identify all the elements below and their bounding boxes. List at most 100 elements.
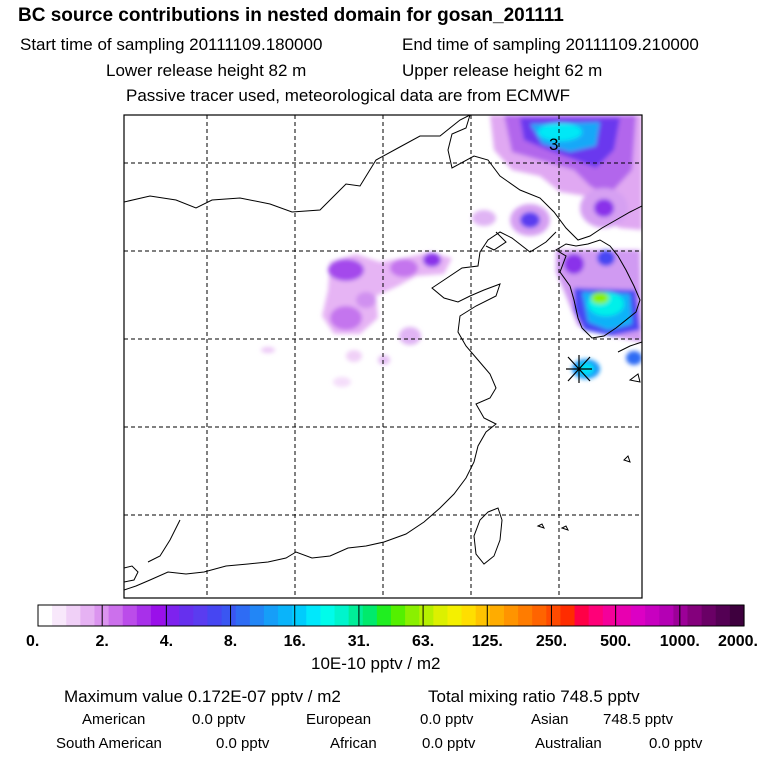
inland-border	[147, 519, 181, 563]
colorbar-cell	[362, 605, 378, 626]
island-1	[628, 373, 641, 383]
blob-china-9	[333, 377, 351, 387]
colorbar-cell	[334, 605, 350, 626]
colorbar-cell	[38, 605, 53, 626]
blob-japan-west	[626, 351, 642, 365]
colorbar-cell	[320, 605, 336, 626]
colorbar-tick-label: 2000.	[718, 633, 758, 650]
region-value-american: 0.0 pptv	[192, 711, 246, 728]
plume-korea-peak	[591, 292, 609, 304]
colorbar-cell	[235, 605, 251, 626]
blob-china-10	[261, 347, 275, 353]
blob-china-4	[330, 306, 362, 330]
border-northeast	[447, 115, 642, 241]
region-name-european: European	[306, 711, 372, 728]
china-coast	[124, 231, 557, 591]
total-mixing-ratio: Total mixing ratio 748.5 pptv	[428, 687, 640, 706]
ryukyu-islands	[536, 523, 569, 531]
colorbar-cell	[518, 605, 533, 626]
plot-title: BC source contributions in nested domain…	[18, 5, 564, 26]
colorbar-cell	[602, 605, 618, 626]
blob-china-6	[399, 327, 421, 345]
receptor-marker	[566, 355, 592, 383]
colorbar-frame	[37, 604, 745, 627]
colorbar-cell	[433, 605, 449, 626]
colorbar-cell	[391, 605, 406, 626]
blob-china-8	[378, 355, 390, 365]
region-value-african: 0.0 pptv	[422, 735, 476, 752]
colorbar-cell	[207, 605, 223, 626]
colorbar-cell	[292, 605, 307, 626]
colorbar-tick-label: 63.	[412, 633, 434, 650]
korea-peninsula	[555, 239, 641, 339]
start-time: Start time of sampling 20111109.180000	[20, 35, 323, 54]
taiwan	[473, 507, 503, 565]
colorbar-cell	[150, 605, 166, 626]
colorbar-cell	[80, 605, 96, 626]
colorbar-cell	[729, 605, 745, 626]
lat-lon-grid	[124, 115, 642, 598]
contribution-field	[261, 115, 642, 387]
colorbar-cell	[645, 605, 660, 626]
colorbar-cell	[108, 605, 124, 626]
colorbar-tick-label: 2.	[96, 633, 109, 650]
colorbar-cell	[348, 605, 364, 626]
colorbar-cell	[249, 605, 265, 626]
blob-korea-n	[597, 250, 615, 266]
colorbar-tick-label: 4.	[160, 633, 173, 650]
colorbar-cell	[306, 605, 321, 626]
blob-china-7	[346, 350, 362, 362]
blob-korea-nw	[564, 254, 584, 274]
grid-label: 3	[549, 135, 558, 154]
colorbar-tick-label: 8.	[224, 633, 237, 650]
end-time: End time of sampling 20111109.210000	[402, 35, 699, 54]
colorbar-cell	[179, 605, 194, 626]
colorbar-cell	[193, 605, 209, 626]
colorbar-cell	[489, 605, 505, 626]
tracer-note: Passive tracer used, meteorological data…	[126, 86, 571, 105]
colorbar-cell	[419, 605, 434, 626]
blob-bohai-n	[472, 210, 496, 226]
upper-release-height: Upper release height 62 m	[402, 61, 603, 80]
colorbar-tick-label: 31.	[348, 633, 370, 650]
colorbar-cell	[447, 605, 463, 626]
colorbar-cell	[546, 605, 562, 626]
lower-release-height: Lower release height 82 m	[106, 61, 307, 80]
colorbar-cells	[38, 605, 745, 626]
coastlines	[124, 115, 642, 591]
maximum-value: Maximum value 0.172E-07 pptv / m2	[64, 687, 341, 706]
colorbar-cell	[673, 605, 689, 626]
region-value-asian: 748.5 pptv	[603, 711, 674, 728]
blob-ne-2-core	[594, 199, 614, 217]
colorbar-cell	[715, 605, 731, 626]
blob-china-1	[328, 259, 364, 281]
island-2	[623, 455, 631, 463]
colorbar-cell	[66, 605, 81, 626]
region-value-european: 0.0 pptv	[420, 711, 474, 728]
blob-china-3	[423, 253, 441, 267]
colorbar-cell	[221, 605, 237, 626]
colorbar-cell	[631, 605, 646, 626]
colorbar-cell	[376, 605, 392, 626]
colorbar-cell	[136, 605, 152, 626]
hainan-edge	[124, 565, 139, 583]
map-frame	[123, 114, 643, 599]
liaodong	[485, 231, 507, 251]
blob-liaoning-core	[520, 212, 540, 228]
japan-kyushu	[617, 341, 642, 353]
colorbar-cell	[574, 605, 590, 626]
region-name-african: African	[330, 735, 377, 752]
plume-ne-peak	[538, 123, 582, 141]
colorbar-tick-label: 125.	[472, 633, 503, 650]
region-name-american: American	[82, 711, 146, 728]
colorbar-cell	[503, 605, 519, 626]
colorbar-cell	[263, 605, 279, 626]
colorbar-cell	[701, 605, 717, 626]
colorbar-cell	[687, 605, 703, 626]
colorbar-tick-label: 500.	[600, 633, 631, 650]
colorbar-tick-label: 0.	[26, 633, 39, 650]
colorbar-cell	[588, 605, 604, 626]
region-name-australian: Australian	[535, 735, 602, 752]
blob-china-5	[356, 292, 376, 308]
